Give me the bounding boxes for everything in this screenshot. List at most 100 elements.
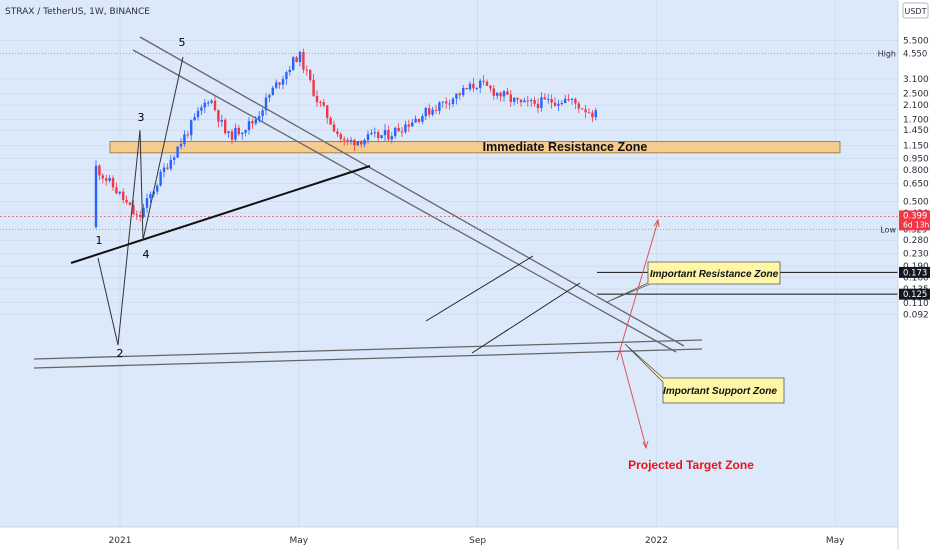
- candle-body: [414, 118, 417, 123]
- candle-body: [428, 107, 431, 115]
- channel-upper: [425, 255, 534, 322]
- candle-body: [271, 87, 274, 96]
- candle-body: [387, 130, 390, 140]
- candle-body: [244, 129, 247, 133]
- candle-body: [417, 118, 421, 122]
- y-tick-label: 3.100: [903, 75, 929, 85]
- candle-body: [509, 94, 512, 102]
- candle-body: [224, 120, 227, 134]
- candle-body: [390, 136, 393, 140]
- candle-body: [499, 92, 502, 97]
- support-line-upper: [33, 339, 703, 360]
- y-tick-label: 5.500: [903, 37, 929, 47]
- high-label: High: [878, 49, 896, 58]
- candle-body: [190, 120, 193, 136]
- candle-body: [411, 122, 414, 127]
- candle-body: [496, 92, 499, 96]
- candle-body: [421, 116, 424, 122]
- wave-label-2: 2: [117, 347, 124, 360]
- candle-body: [156, 185, 159, 192]
- candle-body: [305, 69, 308, 71]
- candle-body: [431, 109, 434, 115]
- wave-trendline: [70, 165, 371, 264]
- candle-body: [264, 97, 268, 111]
- y-tick-label: 1.700: [903, 115, 929, 125]
- candle-body: [397, 127, 400, 132]
- candle-body: [115, 187, 118, 194]
- symbol-title: STRAX / TetherUS, 1W, BINANCE: [5, 7, 150, 17]
- candle-body: [298, 52, 302, 62]
- y-tick-label: 0.160: [903, 274, 929, 284]
- candle-body: [434, 109, 438, 111]
- low-label: Low: [880, 225, 896, 234]
- candle-body: [336, 131, 339, 135]
- y-tick-label: 2.100: [903, 101, 929, 111]
- candle-body: [203, 102, 206, 108]
- wave-leg-3: [139, 129, 144, 241]
- candle-body: [475, 87, 478, 89]
- candle-body: [288, 69, 291, 73]
- candle-body: [533, 100, 536, 104]
- y-tick-label: 0.110: [903, 299, 929, 309]
- candle-body: [468, 83, 472, 90]
- candle-body: [326, 105, 329, 118]
- candle-body: [213, 100, 217, 111]
- candle-body: [343, 138, 346, 141]
- y-tick-label: 2.500: [903, 89, 929, 99]
- candle-body: [139, 215, 142, 217]
- candle-body: [278, 82, 281, 85]
- projection-arrow-down: [619, 349, 647, 448]
- wave-leg-4: [142, 56, 184, 241]
- candle-body: [540, 97, 543, 108]
- candle-body: [169, 159, 172, 169]
- candle-body: [502, 91, 506, 97]
- channel-lower: [471, 282, 581, 354]
- y-tick-label: 0.950: [903, 154, 929, 164]
- candle-body: [482, 80, 485, 82]
- candle-body: [275, 82, 278, 88]
- candle-body: [319, 102, 322, 104]
- x-tick-label: May: [826, 536, 845, 546]
- currency-badge-box[interactable]: [902, 2, 929, 19]
- support-callout-box: [624, 343, 785, 404]
- candle-body: [424, 107, 427, 117]
- candle-body: [462, 88, 465, 96]
- candle-body: [472, 83, 475, 89]
- wave-leg-1: [97, 257, 119, 346]
- candle-body: [513, 97, 516, 102]
- candle-body: [349, 139, 353, 141]
- candle-body: [543, 97, 546, 100]
- trendlines: [33, 36, 703, 369]
- currency-badge[interactable]: USDT: [905, 7, 927, 16]
- x-tick-label: May: [289, 536, 308, 546]
- candle-body: [519, 99, 523, 103]
- candle-body: [118, 191, 121, 194]
- candle-body: [438, 102, 441, 111]
- candle-body: [254, 119, 257, 124]
- candle-body: [196, 110, 200, 118]
- target-2-badge-box: [899, 288, 930, 300]
- candle-body: [451, 98, 455, 104]
- candle-body: [98, 165, 101, 176]
- candle-body: [570, 98, 574, 100]
- last-price-badge: 0.399: [903, 211, 927, 221]
- candle-body: [132, 205, 135, 215]
- candle-body: [591, 112, 594, 118]
- resistance-callout-box: [606, 261, 781, 303]
- candle-body: [346, 140, 349, 142]
- annotations: 1 2 3 4 5 Projected Target Zone Important Resi…: [96, 36, 898, 472]
- candle-body: [360, 141, 363, 145]
- candle-body: [465, 88, 468, 90]
- x-tick-label: 2021: [109, 536, 132, 546]
- candle-body: [506, 91, 509, 95]
- last-price-badge-box: [899, 210, 930, 231]
- candle-body: [553, 102, 557, 106]
- candle-body: [322, 102, 325, 106]
- candle-body: [492, 88, 495, 96]
- candle-body: [587, 112, 591, 114]
- candle-body: [285, 72, 288, 80]
- candle-body: [145, 198, 149, 208]
- x-tick-label: 2022: [645, 536, 668, 546]
